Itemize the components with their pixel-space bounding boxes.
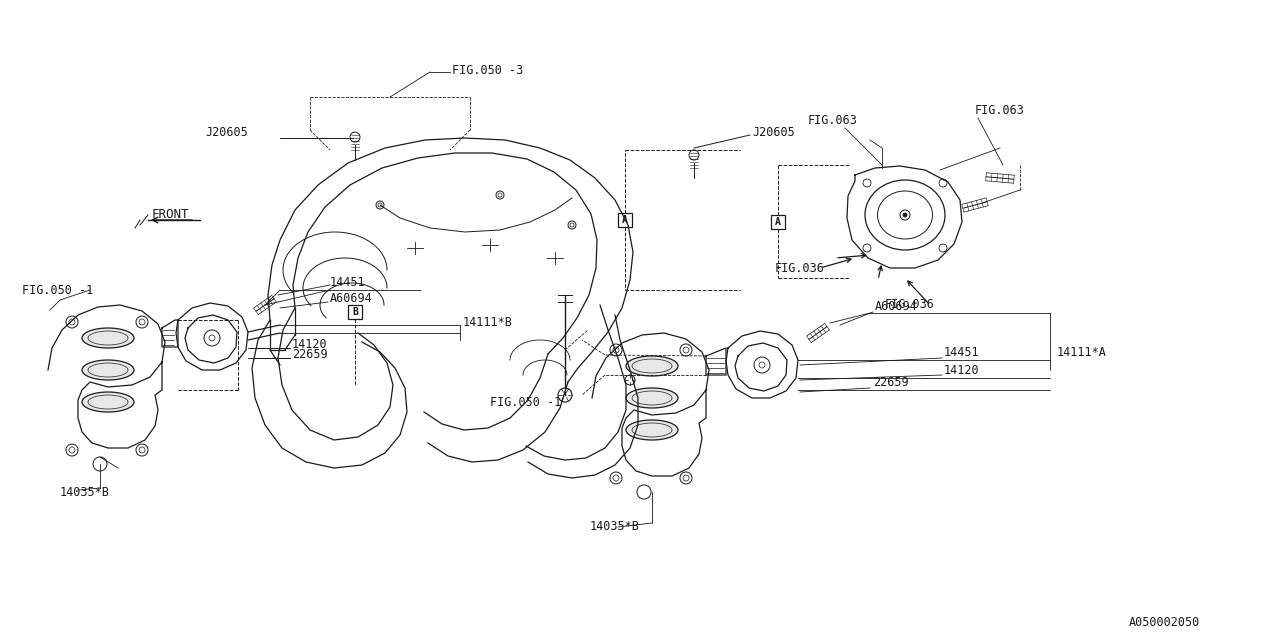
Text: FIG.036: FIG.036	[884, 298, 934, 312]
Text: 14451: 14451	[330, 276, 366, 289]
Bar	[771, 215, 785, 229]
Ellipse shape	[82, 328, 134, 348]
Text: FIG.050 -1: FIG.050 -1	[490, 397, 561, 410]
Bar	[618, 213, 632, 227]
Text: 14035*B: 14035*B	[590, 520, 640, 534]
Polygon shape	[726, 331, 797, 398]
Text: 14111*A: 14111*A	[1057, 346, 1107, 360]
Text: 14451: 14451	[945, 346, 979, 360]
Text: J20605: J20605	[205, 127, 248, 140]
Ellipse shape	[626, 388, 678, 408]
Text: A: A	[622, 215, 628, 225]
Text: FRONT: FRONT	[152, 207, 189, 221]
Text: 14120: 14120	[292, 337, 328, 351]
Ellipse shape	[626, 356, 678, 376]
Text: A: A	[776, 217, 781, 227]
Ellipse shape	[82, 392, 134, 412]
Polygon shape	[177, 303, 248, 370]
Text: 14035*B: 14035*B	[60, 486, 110, 499]
Text: FIG.063: FIG.063	[808, 113, 858, 127]
Ellipse shape	[626, 420, 678, 440]
Text: FIG.063: FIG.063	[975, 104, 1025, 116]
Text: A60694: A60694	[330, 291, 372, 305]
Text: 14111*B: 14111*B	[463, 316, 513, 328]
Text: 22659: 22659	[873, 376, 909, 390]
Bar	[348, 305, 362, 319]
Text: 14120: 14120	[945, 364, 979, 376]
Circle shape	[902, 213, 908, 217]
Text: A60694: A60694	[876, 301, 918, 314]
Text: A050002050: A050002050	[1129, 616, 1201, 628]
Text: 22659: 22659	[292, 349, 328, 362]
Ellipse shape	[82, 360, 134, 380]
Polygon shape	[847, 166, 963, 268]
Text: J20605: J20605	[753, 127, 795, 140]
Text: B: B	[352, 307, 358, 317]
Text: FIG.050 -3: FIG.050 -3	[452, 63, 524, 77]
Text: FIG.036: FIG.036	[774, 262, 824, 275]
Text: FIG.050 -1: FIG.050 -1	[22, 284, 93, 296]
